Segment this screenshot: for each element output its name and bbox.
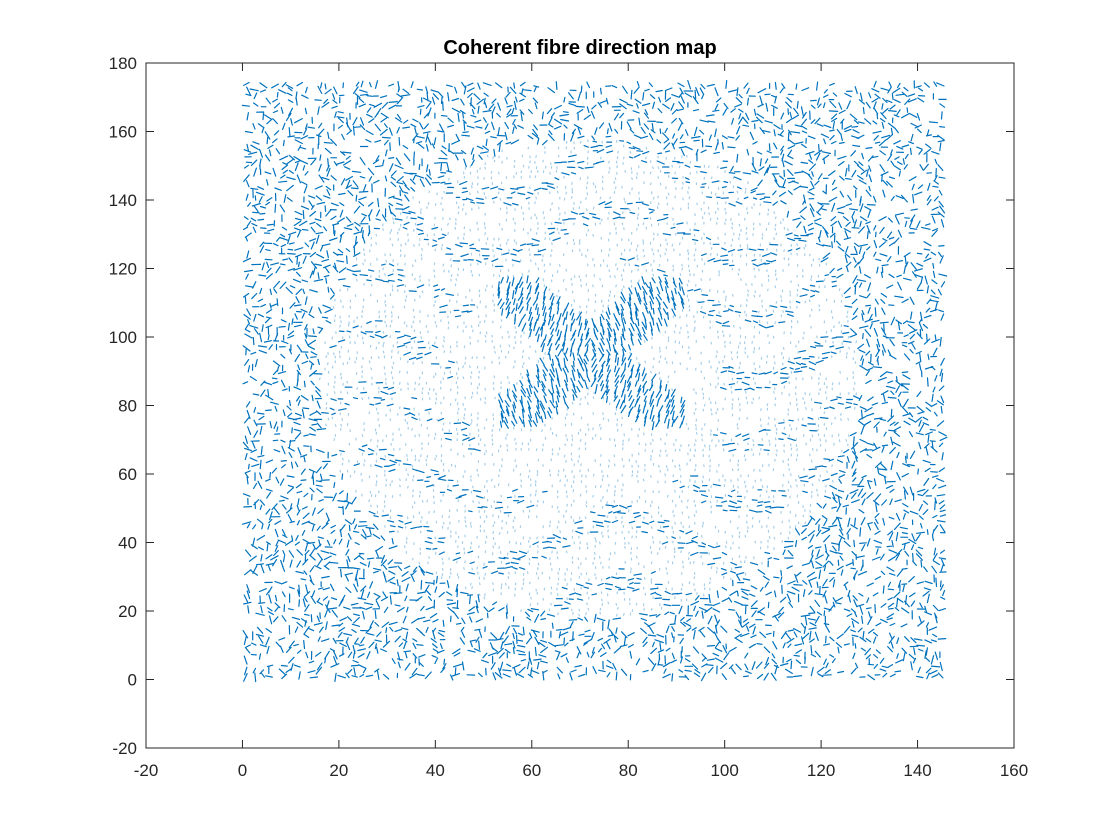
x-tick-label: 40 [426,761,445,780]
y-tick-label: 80 [118,397,137,416]
x-tick-label: -20 [134,761,159,780]
quiver-vectors [241,80,948,683]
x-tick-label: 120 [807,761,835,780]
x-tick-label: 100 [710,761,738,780]
y-tick-label: 20 [118,602,137,621]
y-tick-label: 60 [118,465,137,484]
y-tick-label: 140 [109,191,137,210]
quiver-faint-vectors [319,139,858,617]
y-tick-label: 160 [109,123,137,142]
chart-title: Coherent fibre direction map [443,37,716,59]
quiver-vectors-path [241,80,948,683]
x-axis-ticks: -20 0 20 40 60 80 100 120 140 160 [134,63,1028,780]
y-tick-label: 180 [109,54,137,73]
y-tick-label: -20 [112,739,137,758]
y-tick-label: 100 [109,328,137,347]
y-tick-label: 0 [128,671,137,690]
y-tick-label: 120 [109,260,137,279]
y-tick-label: 40 [118,534,137,553]
x-tick-label: 20 [329,761,348,780]
x-tick-label: 0 [238,761,247,780]
x-tick-label: 140 [903,761,931,780]
y-axis-ticks: -20 0 20 40 60 80 100 120 140 160 180 [109,54,1014,758]
x-tick-label: 60 [522,761,541,780]
x-tick-label: 160 [1000,761,1028,780]
x-tick-label: 80 [619,761,638,780]
